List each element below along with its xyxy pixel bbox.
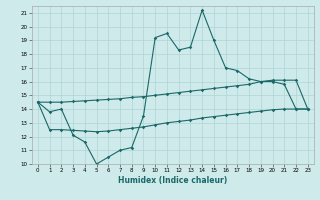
X-axis label: Humidex (Indice chaleur): Humidex (Indice chaleur) — [118, 176, 228, 185]
